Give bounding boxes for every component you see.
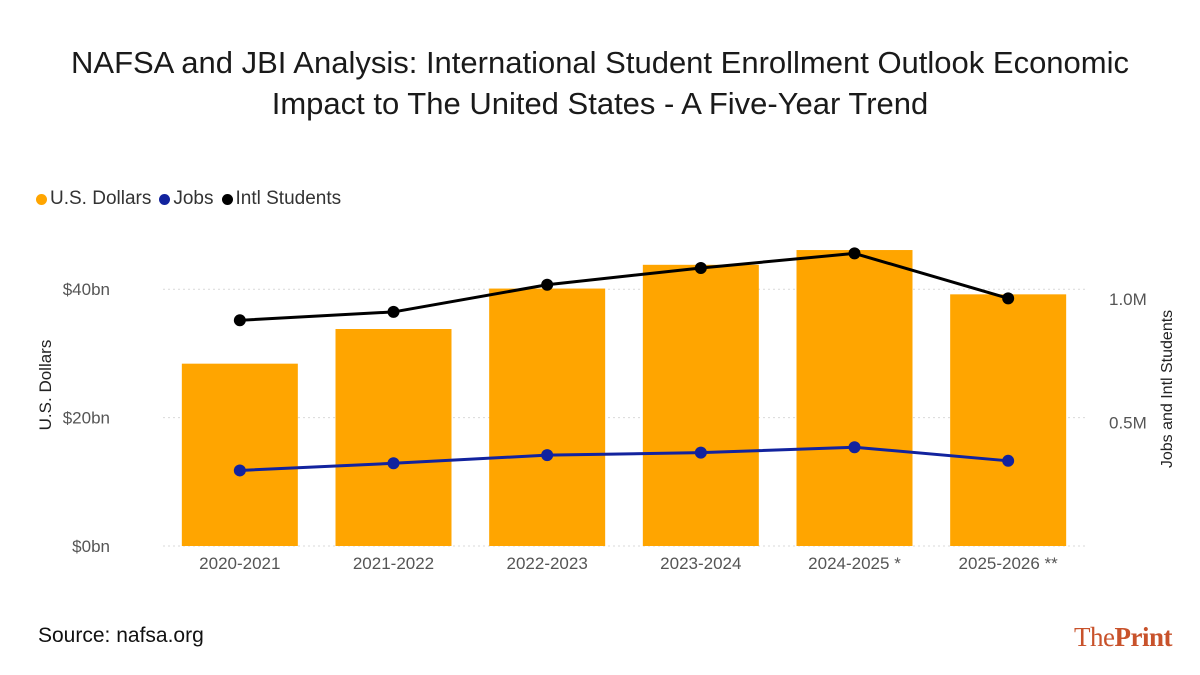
point-jobs-2023-2024 <box>694 446 707 459</box>
bar-2025-2026 <box>950 294 1067 546</box>
x-tick-2023-2024: 2023-2024 <box>660 554 741 573</box>
point-jobs-2021-2022 <box>387 457 400 470</box>
legend-item-us-dollars[interactable]: U.S. Dollars <box>36 188 151 210</box>
legend-label-jobs: Jobs <box>173 188 214 209</box>
chart-title-line-2: Impact to The United States - A Five-Yea… <box>271 86 929 121</box>
chart-title-line-1: NAFSA and JBI Analysis: International St… <box>71 45 1129 80</box>
point-intl-students-2022-2023 <box>541 278 554 291</box>
bar-2023-2024 <box>642 264 759 546</box>
bar-2020-2021 <box>181 363 298 546</box>
bar-2022-2023 <box>489 288 606 546</box>
y-right-tick-0-5m: 0.5M <box>1109 414 1147 433</box>
brand-the: The <box>1074 622 1115 652</box>
y-left-axis-title: U.S. Dollars <box>36 340 55 431</box>
theprint-logo: ThePrint <box>1074 622 1172 653</box>
source-note: Source: nafsa.org <box>38 624 204 647</box>
legend-item-intl-students[interactable]: Intl Students <box>221 188 342 210</box>
x-tick-2025-2026: 2025-2026 ** <box>959 554 1059 573</box>
x-tick-2021-2022: 2021-2022 <box>353 554 434 573</box>
chart-title: NAFSA and JBI Analysis: International St… <box>40 42 1160 124</box>
point-jobs-2024-2025 <box>848 441 861 454</box>
y-left-tick-20bn: $20bn <box>63 409 110 428</box>
y-right-tick-1-0m: 1.0M <box>1109 290 1147 309</box>
y-left-tick-0bn: $0bn <box>72 537 110 556</box>
chart-legend: U.S. Dollars Jobs Intl Students <box>36 187 349 211</box>
legend-item-jobs[interactable]: Jobs <box>159 188 214 210</box>
point-jobs-2022-2023 <box>541 449 554 462</box>
point-intl-students-2020-2021 <box>233 314 246 327</box>
point-jobs-2025-2026 <box>1002 454 1015 467</box>
y-left-tick-40bn: $40bn <box>63 280 110 299</box>
x-tick-2022-2023: 2022-2023 <box>507 554 588 573</box>
point-intl-students-2025-2026 <box>1002 292 1015 305</box>
point-jobs-2020-2021 <box>233 464 246 477</box>
line-intl-students <box>239 251 1009 322</box>
bar-2021-2022 <box>335 329 452 546</box>
legend-label-intl-students: Intl Students <box>235 188 342 209</box>
point-intl-students-2024-2025 <box>848 247 861 260</box>
x-tick-2024-2025: 2024-2025 * <box>808 554 901 573</box>
bar-2024-2025 <box>796 250 913 546</box>
brand-print: Print <box>1114 622 1173 652</box>
x-tick-2020-2021: 2020-2021 <box>199 554 280 573</box>
legend-marker-jobs <box>159 193 171 205</box>
legend-marker-intl-students <box>221 193 233 205</box>
line-jobs <box>239 445 1009 472</box>
point-intl-students-2021-2022 <box>387 305 400 318</box>
legend-marker-us-dollars <box>36 193 47 205</box>
y-right-axis-title: Jobs and Intl Students <box>1159 310 1176 468</box>
legend-label-us-dollars: U.S. Dollars <box>50 188 152 209</box>
point-intl-students-2023-2024 <box>694 261 707 274</box>
